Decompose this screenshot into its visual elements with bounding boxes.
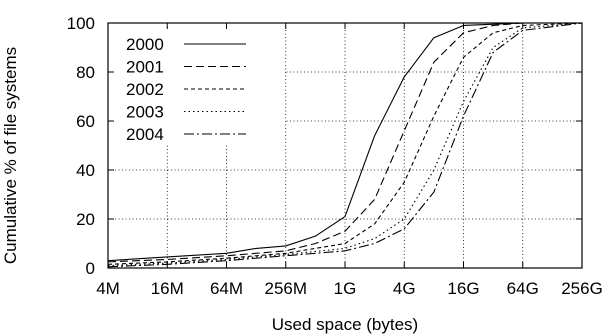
legend-label: 2000 — [126, 35, 164, 54]
x-tick-label: 1G — [334, 279, 357, 298]
series-line-2001 — [107, 22, 582, 263]
x-tick-label: 16M — [151, 279, 184, 298]
legend: 2000 2001 2002 2003 2004 — [114, 29, 284, 145]
legend-label: 2002 — [126, 80, 164, 99]
x-tick-label: 256M — [264, 279, 307, 298]
x-tick-label: 64M — [210, 279, 243, 298]
legend-label: 2004 — [126, 125, 164, 144]
y-tick-label: 60 — [76, 112, 95, 131]
y-tick-label: 20 — [76, 210, 95, 229]
series-line-2002 — [107, 22, 583, 265]
grid-lines — [108, 23, 582, 268]
x-tick-label: 4M — [96, 279, 120, 298]
x-tick-label: 64G — [507, 279, 539, 298]
legend-label: 2003 — [126, 103, 164, 122]
y-tick-label: 80 — [76, 63, 95, 82]
series-line-2003 — [107, 22, 583, 267]
series-line-2004 — [107, 22, 583, 268]
y-tick-label: 100 — [67, 14, 95, 33]
legend-label: 2001 — [126, 58, 164, 77]
x-axis-title: Used space (bytes) — [272, 315, 418, 334]
axis-ticks: 4M 16M 64M 256M 1G 4G 16G 64G 256G 0 20 40 60 80 100 — [67, 14, 603, 298]
x-tick-label: 16G — [447, 279, 479, 298]
x-tick-label: 4G — [393, 279, 416, 298]
y-tick-label: 40 — [76, 161, 95, 180]
legend-background — [114, 29, 284, 145]
y-axis-title: Cumulative % of file systems — [1, 47, 20, 264]
y-tick-label: 0 — [86, 259, 95, 278]
x-tick-label: 256G — [561, 279, 603, 298]
